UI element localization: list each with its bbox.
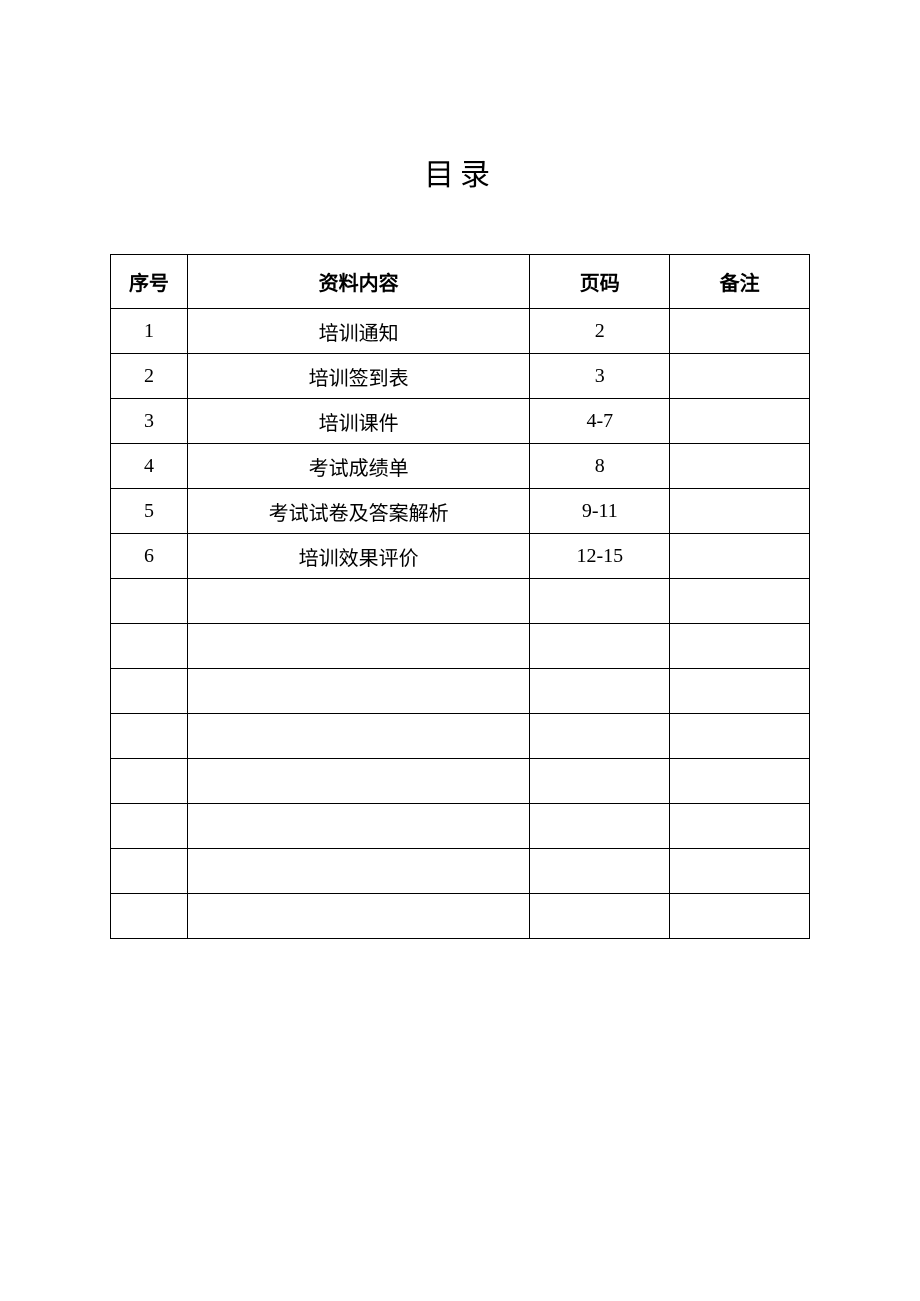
cell-page (530, 849, 670, 894)
cell-seq (111, 759, 188, 804)
toc-table: 序号 资料内容 页码 备注 1 培训通知 2 2 培训签到表 3 3 培训课件 (110, 254, 810, 939)
table-row: 6 培训效果评价 12-15 (111, 534, 810, 579)
cell-seq: 1 (111, 309, 188, 354)
cell-content (187, 894, 530, 939)
table-row (111, 849, 810, 894)
cell-page: 8 (530, 444, 670, 489)
table-row (111, 894, 810, 939)
cell-seq (111, 849, 188, 894)
table-row (111, 759, 810, 804)
cell-page (530, 624, 670, 669)
cell-page (530, 804, 670, 849)
cell-remark (670, 849, 810, 894)
table-row: 1 培训通知 2 (111, 309, 810, 354)
cell-remark (670, 894, 810, 939)
cell-seq (111, 624, 188, 669)
table-row (111, 624, 810, 669)
cell-content: 考试试卷及答案解析 (187, 489, 530, 534)
cell-seq (111, 714, 188, 759)
cell-content: 考试成绩单 (187, 444, 530, 489)
cell-remark (670, 759, 810, 804)
cell-remark (670, 669, 810, 714)
cell-page (530, 894, 670, 939)
cell-page: 9-11 (530, 489, 670, 534)
cell-content (187, 624, 530, 669)
table-row (111, 669, 810, 714)
cell-seq: 6 (111, 534, 188, 579)
table-row: 2 培训签到表 3 (111, 354, 810, 399)
cell-content (187, 849, 530, 894)
cell-seq: 2 (111, 354, 188, 399)
cell-remark (670, 579, 810, 624)
cell-remark (670, 534, 810, 579)
table-row (111, 804, 810, 849)
cell-remark (670, 309, 810, 354)
col-header-remark: 备注 (670, 255, 810, 309)
cell-content: 培训签到表 (187, 354, 530, 399)
cell-page: 2 (530, 309, 670, 354)
cell-remark (670, 804, 810, 849)
col-header-seq: 序号 (111, 255, 188, 309)
cell-remark (670, 354, 810, 399)
cell-content (187, 579, 530, 624)
table-row: 4 考试成绩单 8 (111, 444, 810, 489)
cell-seq: 5 (111, 489, 188, 534)
cell-content: 培训效果评价 (187, 534, 530, 579)
cell-content (187, 669, 530, 714)
cell-page: 3 (530, 354, 670, 399)
cell-seq: 4 (111, 444, 188, 489)
cell-seq (111, 804, 188, 849)
cell-seq (111, 579, 188, 624)
cell-page (530, 669, 670, 714)
cell-content: 培训通知 (187, 309, 530, 354)
cell-remark (670, 624, 810, 669)
page-title: 目录 (110, 150, 810, 194)
table-row: 3 培训课件 4-7 (111, 399, 810, 444)
cell-page (530, 579, 670, 624)
cell-seq: 3 (111, 399, 188, 444)
cell-content (187, 714, 530, 759)
cell-page: 12-15 (530, 534, 670, 579)
cell-page (530, 759, 670, 804)
cell-page: 4-7 (530, 399, 670, 444)
table-row (111, 579, 810, 624)
cell-remark (670, 714, 810, 759)
cell-content: 培训课件 (187, 399, 530, 444)
table-row (111, 714, 810, 759)
cell-seq (111, 669, 188, 714)
table-header-row: 序号 资料内容 页码 备注 (111, 255, 810, 309)
cell-remark (670, 399, 810, 444)
cell-remark (670, 444, 810, 489)
cell-content (187, 759, 530, 804)
col-header-content: 资料内容 (187, 255, 530, 309)
page-container: 目录 序号 资料内容 页码 备注 1 培训通知 2 2 (0, 0, 920, 939)
col-header-page: 页码 (530, 255, 670, 309)
cell-page (530, 714, 670, 759)
cell-remark (670, 489, 810, 534)
table-row: 5 考试试卷及答案解析 9-11 (111, 489, 810, 534)
cell-seq (111, 894, 188, 939)
cell-content (187, 804, 530, 849)
